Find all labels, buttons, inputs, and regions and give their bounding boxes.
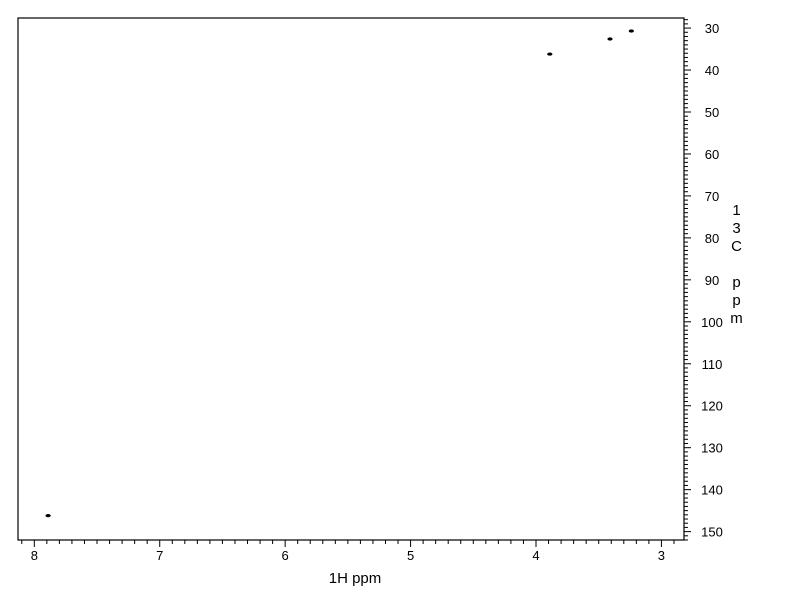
- y-tick-label: 150: [701, 525, 723, 540]
- x-tick-label: 3: [658, 548, 665, 563]
- x-tick-label: 7: [156, 548, 163, 563]
- x-tick-label: 4: [532, 548, 539, 563]
- y-tick-label: 40: [705, 63, 719, 78]
- cross-peak: [607, 37, 613, 41]
- y-tick-label: 50: [705, 105, 719, 120]
- plot-frame: [17, 17, 685, 541]
- cross-peak: [547, 52, 553, 56]
- y-tick-label: 110: [702, 357, 723, 372]
- x-tick-label: 6: [282, 548, 289, 563]
- x-axis-label: 1H ppm: [329, 570, 382, 587]
- y-tick-label: 130: [701, 441, 723, 456]
- y-axis-label: 13C ppm: [728, 202, 745, 328]
- y-tick-label: 90: [705, 273, 719, 288]
- y-tick-label: 60: [705, 147, 719, 162]
- y-tick-label: 120: [701, 399, 723, 414]
- cross-peak: [45, 514, 51, 518]
- y-tick-label: 100: [701, 315, 723, 330]
- x-tick-label: 8: [31, 548, 38, 563]
- x-tick-label: 5: [407, 548, 414, 563]
- y-tick-label: 140: [701, 483, 723, 498]
- y-tick-label: 70: [705, 189, 719, 204]
- y-tick-label: 30: [705, 21, 719, 36]
- cross-peak: [628, 29, 634, 33]
- y-tick-label: 80: [705, 231, 719, 246]
